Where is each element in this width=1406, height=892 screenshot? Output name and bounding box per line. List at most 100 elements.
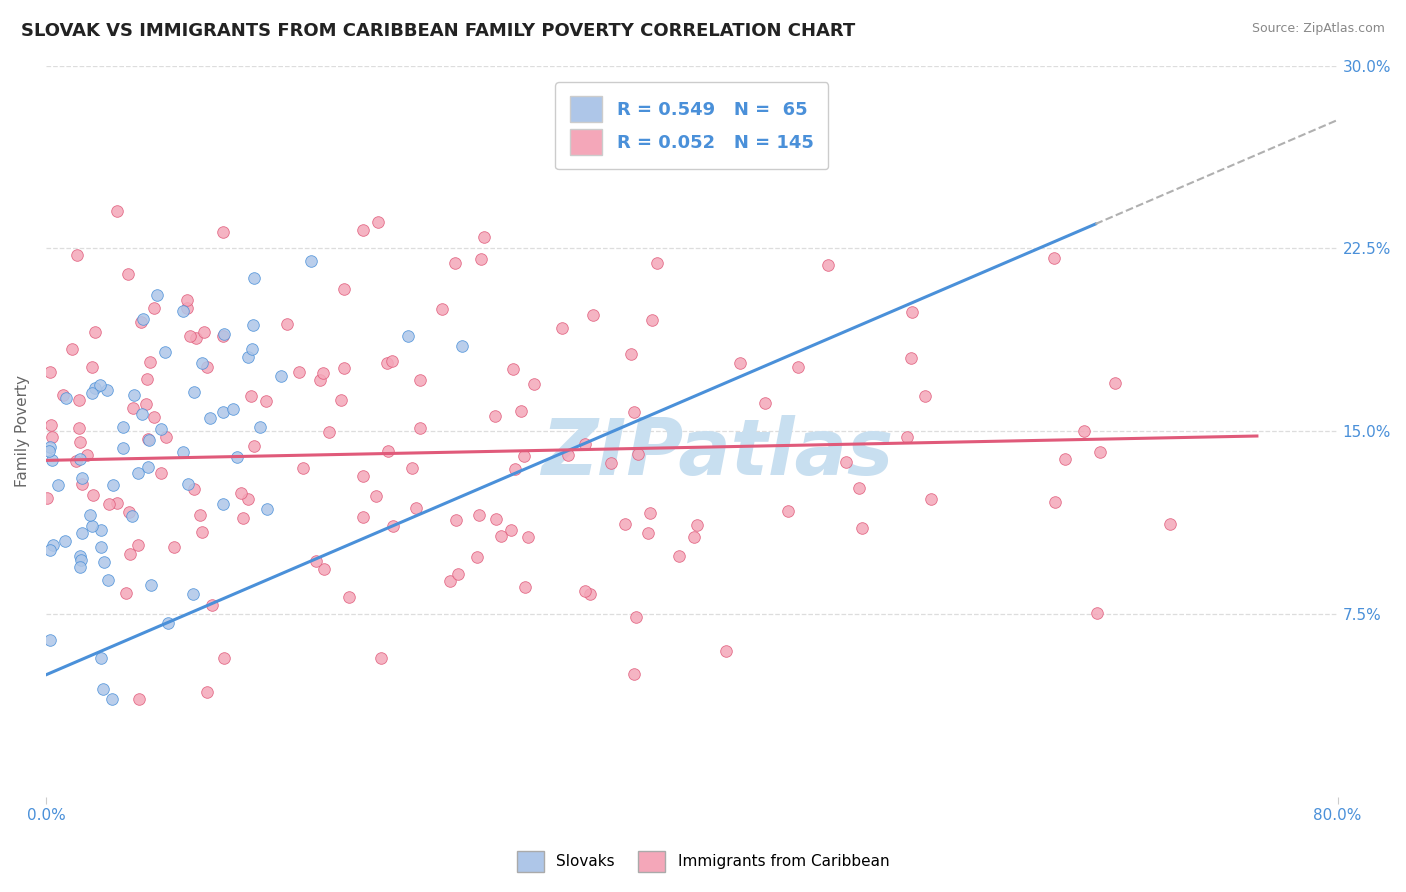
Legend: R = 0.549   N =  65, R = 0.052   N = 145: R = 0.549 N = 65, R = 0.052 N = 145 — [555, 82, 828, 169]
Point — [472, 230, 495, 244]
Point — [136, 432, 159, 446]
Point — [1159, 517, 1181, 532]
Point — [1043, 252, 1066, 266]
Point — [683, 530, 706, 544]
Point — [69, 559, 91, 574]
Point — [329, 392, 352, 407]
Point — [195, 359, 218, 374]
Point — [39, 440, 62, 454]
Point — [69, 435, 91, 450]
Point — [377, 444, 399, 458]
Point — [82, 359, 104, 374]
Point — [70, 476, 93, 491]
Point — [728, 356, 751, 370]
Point — [118, 548, 141, 562]
Text: Source: ZipAtlas.com: Source: ZipAtlas.com — [1251, 22, 1385, 36]
Point — [600, 456, 623, 470]
Point — [551, 321, 574, 335]
Point — [212, 496, 235, 510]
Point — [172, 303, 194, 318]
Point — [901, 305, 924, 319]
Point — [179, 328, 201, 343]
Point — [318, 425, 340, 439]
Point — [103, 478, 125, 492]
Point — [225, 450, 247, 465]
Point — [200, 410, 222, 425]
Point — [127, 538, 149, 552]
Point — [465, 550, 488, 565]
Point — [1090, 445, 1112, 459]
Point — [620, 347, 643, 361]
Point — [447, 567, 470, 582]
Point — [381, 354, 404, 368]
Point — [401, 461, 423, 475]
Point — [242, 318, 264, 332]
Point — [236, 351, 259, 365]
Point — [176, 301, 198, 315]
Point — [55, 391, 77, 405]
Point — [776, 504, 799, 518]
Point — [82, 487, 104, 501]
Point — [624, 610, 647, 624]
Point — [60, 343, 83, 357]
Point — [513, 580, 536, 594]
Point — [191, 524, 214, 539]
Point — [69, 452, 91, 467]
Point — [181, 587, 204, 601]
Point — [236, 491, 259, 506]
Point — [115, 586, 138, 600]
Point — [212, 650, 235, 665]
Point — [623, 667, 645, 681]
Point — [613, 517, 636, 532]
Point — [212, 326, 235, 341]
Point — [1085, 606, 1108, 620]
Point — [66, 248, 89, 262]
Point — [276, 317, 298, 331]
Text: ZIPatlas: ZIPatlas — [541, 415, 894, 491]
Point — [84, 381, 107, 395]
Point — [82, 386, 104, 401]
Point — [79, 508, 101, 522]
Point — [39, 417, 62, 432]
Point — [408, 373, 430, 387]
Point — [67, 421, 90, 435]
Point — [352, 469, 374, 483]
Point — [157, 616, 180, 631]
Point — [211, 328, 233, 343]
Point — [513, 449, 536, 463]
Point — [153, 344, 176, 359]
Point — [641, 313, 664, 327]
Point — [145, 288, 167, 302]
Point — [105, 496, 128, 510]
Point — [337, 590, 360, 604]
Point — [193, 326, 215, 340]
Point — [38, 366, 60, 380]
Point — [105, 203, 128, 218]
Point — [444, 256, 467, 270]
Point — [163, 540, 186, 554]
Point — [249, 420, 271, 434]
Point — [489, 529, 512, 543]
Point — [67, 393, 90, 408]
Point — [239, 389, 262, 403]
Point — [896, 430, 918, 444]
Point — [183, 483, 205, 497]
Point — [111, 419, 134, 434]
Point — [332, 361, 354, 376]
Point — [312, 366, 335, 380]
Point — [367, 215, 389, 229]
Point — [645, 256, 668, 270]
Point — [470, 252, 492, 266]
Point — [201, 599, 224, 613]
Point — [309, 373, 332, 387]
Point — [41, 429, 63, 443]
Point — [509, 404, 531, 418]
Point — [695, 132, 717, 146]
Point — [132, 311, 155, 326]
Point — [150, 467, 173, 481]
Point — [97, 497, 120, 511]
Point — [229, 485, 252, 500]
Point — [211, 405, 233, 419]
Point — [124, 388, 146, 402]
Point — [382, 519, 405, 533]
